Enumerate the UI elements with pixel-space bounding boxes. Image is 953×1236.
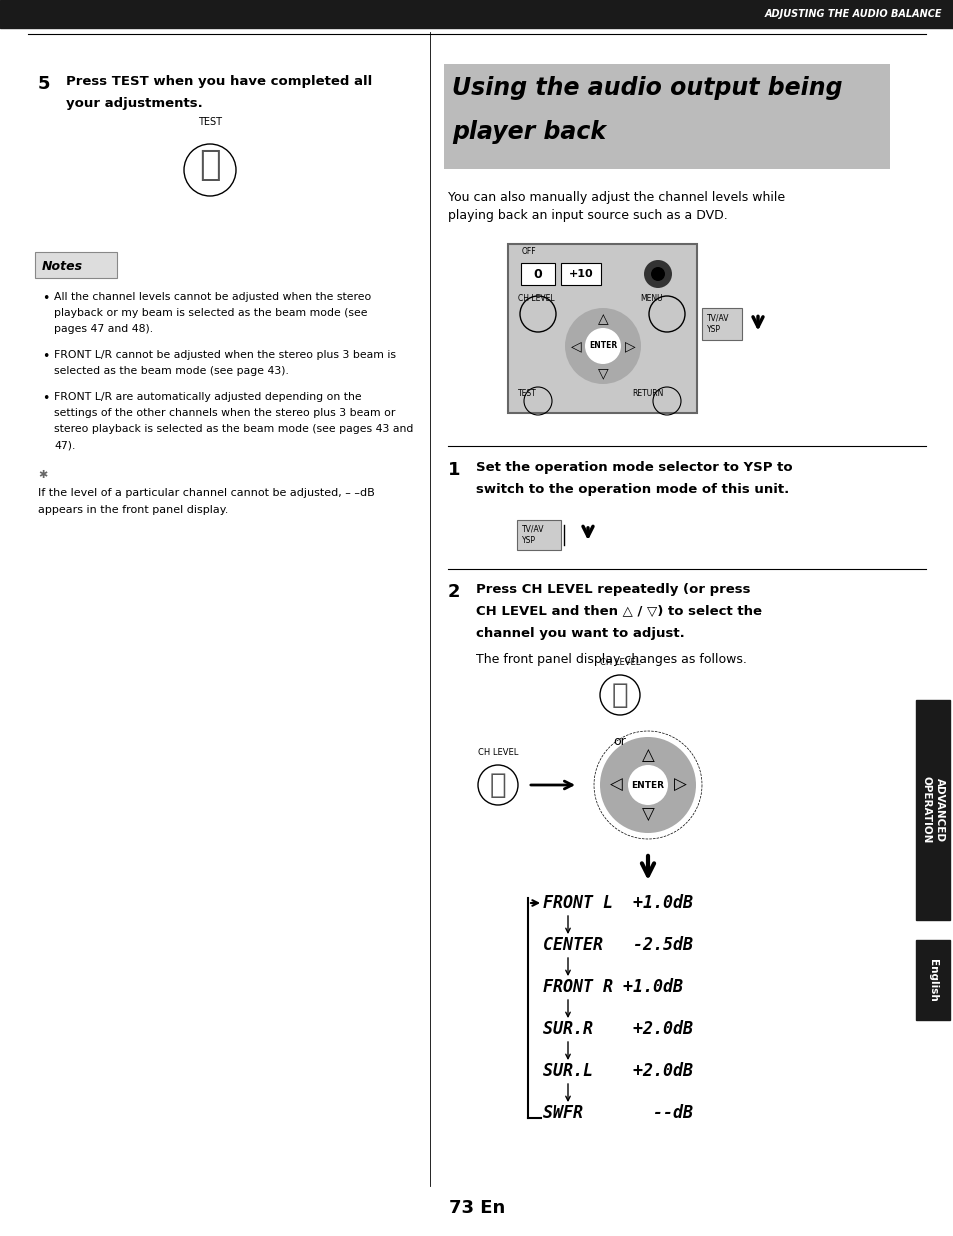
Text: Notes: Notes (42, 261, 83, 273)
Text: •: • (42, 392, 50, 405)
Text: 2: 2 (448, 583, 460, 601)
Text: 👋: 👋 (199, 148, 220, 182)
Text: ENTER: ENTER (588, 341, 617, 351)
Text: FRONT L/R are automatically adjusted depending on the: FRONT L/R are automatically adjusted dep… (54, 392, 361, 402)
Text: FRONT L  +1.0dB: FRONT L +1.0dB (542, 894, 692, 912)
Text: or: or (613, 735, 626, 748)
Text: Using the audio output being: Using the audio output being (452, 75, 841, 100)
Text: ENTER: ENTER (631, 780, 664, 790)
Text: ▷: ▷ (624, 339, 635, 353)
Text: ◁: ◁ (570, 339, 580, 353)
FancyBboxPatch shape (35, 252, 117, 278)
Text: your adjustments.: your adjustments. (66, 96, 203, 110)
Text: OFF: OFF (521, 247, 536, 256)
Text: The front panel display changes as follows.: The front panel display changes as follo… (476, 653, 746, 666)
Text: ✱: ✱ (38, 470, 48, 480)
Text: selected as the beam mode (see page 43).: selected as the beam mode (see page 43). (54, 366, 289, 376)
Text: ▷: ▷ (673, 776, 685, 794)
Bar (915, 700, 949, 920)
Text: 0: 0 (533, 267, 542, 281)
Text: TV/AV: TV/AV (706, 314, 729, 323)
Text: channel you want to adjust.: channel you want to adjust. (476, 627, 684, 640)
Text: playback or my beam is selected as the beam mode (see: playback or my beam is selected as the b… (54, 308, 367, 318)
Text: 👋: 👋 (489, 771, 506, 798)
Text: FRONT R +1.0dB: FRONT R +1.0dB (542, 978, 682, 996)
Text: CH LEVEL and then △ / ▽) to select the: CH LEVEL and then △ / ▽) to select the (476, 604, 761, 618)
Text: △: △ (641, 747, 654, 764)
Circle shape (584, 328, 620, 363)
Text: ▽: ▽ (641, 806, 654, 824)
Text: YSP: YSP (521, 536, 536, 545)
Text: RETURN: RETURN (631, 389, 662, 398)
FancyBboxPatch shape (560, 263, 600, 286)
Circle shape (599, 737, 696, 833)
Text: If the level of a particular channel cannot be adjusted, – –dB: If the level of a particular channel can… (38, 488, 375, 498)
Text: SWFR       --dB: SWFR --dB (542, 1104, 692, 1122)
FancyBboxPatch shape (701, 308, 741, 340)
Text: 47).: 47). (54, 440, 75, 450)
Text: ▽: ▽ (598, 366, 608, 379)
Bar (0, 0, 953, 28)
Text: +10: +10 (568, 269, 593, 279)
Text: switch to the operation mode of this unit.: switch to the operation mode of this uni… (476, 483, 788, 496)
Text: stereo playback is selected as the beam mode (see pages 43 and: stereo playback is selected as the beam … (54, 424, 413, 434)
Text: You can also manually adjust the channel levels while: You can also manually adjust the channel… (448, 192, 784, 204)
Circle shape (650, 267, 664, 281)
Text: FRONT L/R cannot be adjusted when the stereo plus 3 beam is: FRONT L/R cannot be adjusted when the st… (54, 350, 395, 360)
Text: ADJUSTING THE AUDIO BALANCE: ADJUSTING THE AUDIO BALANCE (763, 9, 941, 19)
Text: Set the operation mode selector to YSP to: Set the operation mode selector to YSP t… (476, 461, 792, 473)
Bar (915, 941, 949, 1020)
Text: SUR.L    +2.0dB: SUR.L +2.0dB (542, 1062, 692, 1080)
Text: 5: 5 (38, 75, 51, 93)
Circle shape (643, 260, 671, 288)
Text: △: △ (598, 311, 608, 326)
Text: TEST: TEST (517, 389, 537, 398)
FancyBboxPatch shape (520, 263, 555, 286)
Text: Press CH LEVEL repeatedly (or press: Press CH LEVEL repeatedly (or press (476, 583, 750, 596)
Text: English: English (927, 959, 937, 1001)
Text: All the channel levels cannot be adjusted when the stereo: All the channel levels cannot be adjuste… (54, 292, 371, 302)
Text: MENU: MENU (639, 294, 662, 303)
Text: Press TEST when you have completed all: Press TEST when you have completed all (66, 75, 372, 88)
Text: playing back an input source such as a DVD.: playing back an input source such as a D… (448, 209, 727, 222)
Text: player back: player back (452, 120, 605, 145)
Text: YSP: YSP (706, 325, 720, 334)
Circle shape (564, 308, 640, 384)
Text: appears in the front panel display.: appears in the front panel display. (38, 506, 228, 515)
Text: CH LEVEL: CH LEVEL (517, 294, 554, 303)
Text: ADVANCED
OPERATION: ADVANCED OPERATION (921, 776, 943, 844)
Text: SUR.R    +2.0dB: SUR.R +2.0dB (542, 1020, 692, 1038)
Bar (443, 64, 889, 169)
Text: ◁: ◁ (609, 776, 621, 794)
Text: 73 En: 73 En (449, 1199, 504, 1217)
Text: TV/AV: TV/AV (521, 525, 544, 534)
FancyBboxPatch shape (517, 520, 560, 550)
FancyBboxPatch shape (507, 243, 697, 413)
Text: •: • (42, 292, 50, 305)
Circle shape (627, 765, 667, 805)
Text: settings of the other channels when the stereo plus 3 beam or: settings of the other channels when the … (54, 408, 395, 418)
Text: 1: 1 (448, 461, 460, 480)
Text: CENTER   -2.5dB: CENTER -2.5dB (542, 936, 692, 954)
Text: TEST: TEST (198, 117, 222, 127)
Text: CH LEVEL: CH LEVEL (599, 658, 639, 667)
Text: pages 47 and 48).: pages 47 and 48). (54, 324, 153, 334)
Text: 👋: 👋 (611, 681, 628, 709)
Text: •: • (42, 350, 50, 363)
Text: CH LEVEL: CH LEVEL (477, 748, 517, 756)
